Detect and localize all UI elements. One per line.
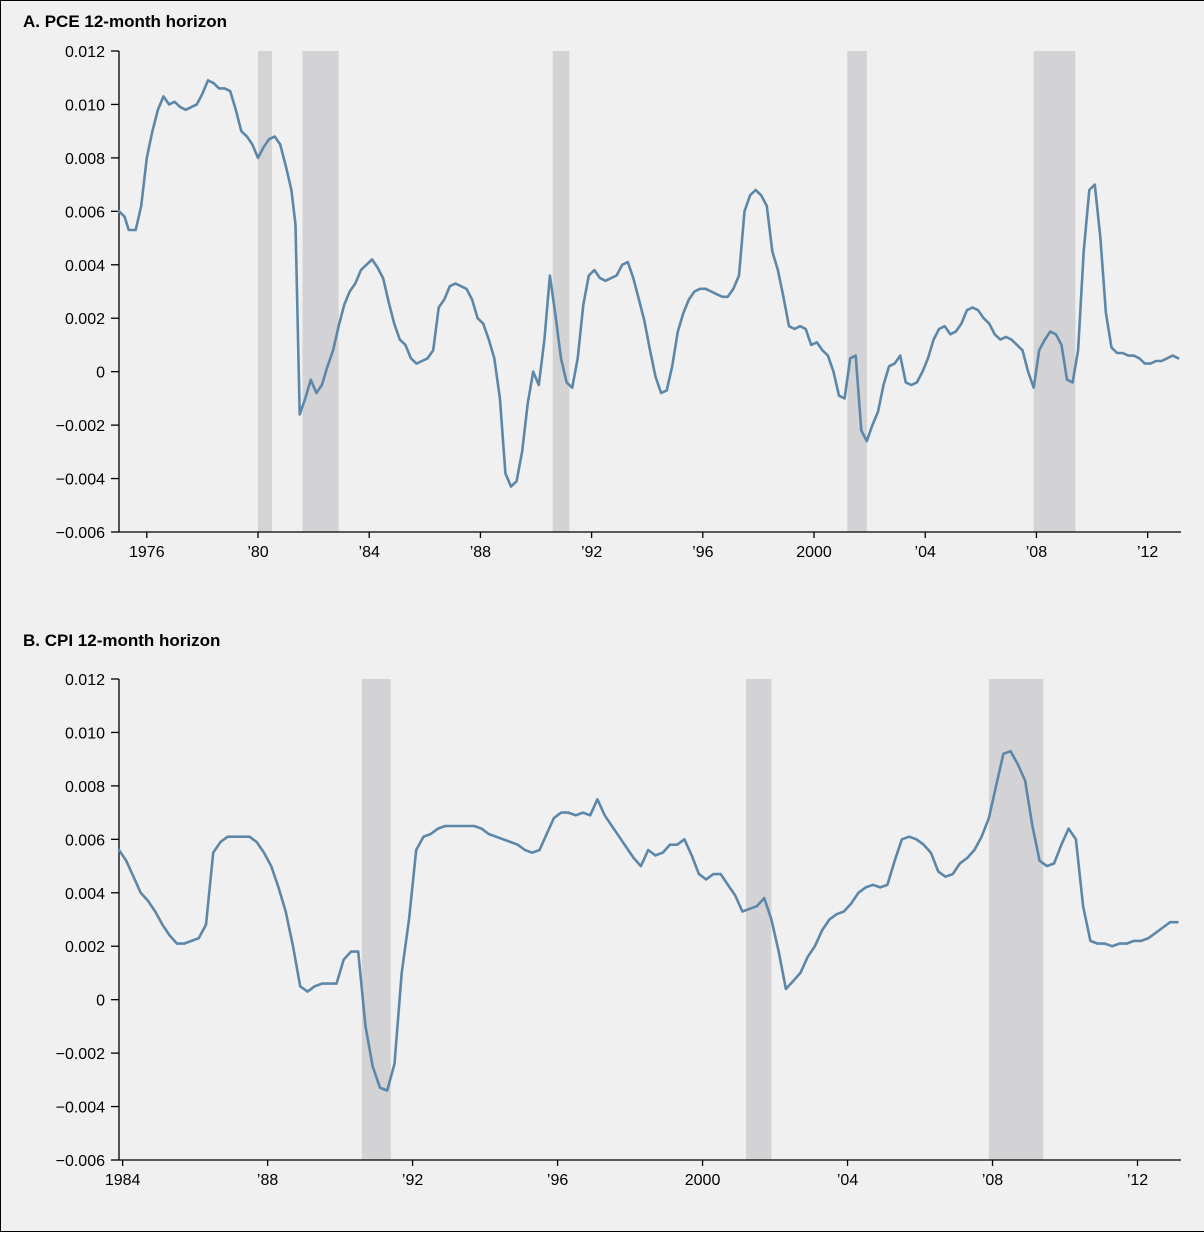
series-line — [117, 79, 1180, 488]
y-tick-label: 0.006 — [65, 832, 105, 849]
y-tick-label: −0.006 — [56, 525, 105, 542]
y-tick-label: 0.006 — [65, 204, 105, 221]
y-tick-label: 0.008 — [65, 151, 105, 168]
recession-band — [847, 51, 867, 532]
recession-band — [258, 51, 272, 532]
x-tick-label: 2000 — [796, 544, 832, 561]
y-tick-label: 0.004 — [65, 258, 105, 275]
x-tick-label: ’96 — [692, 544, 713, 561]
x-tick-label: ’96 — [547, 1172, 568, 1189]
y-tick-label: 0 — [96, 993, 105, 1010]
x-tick-label: ’08 — [982, 1172, 1003, 1189]
x-tick-label: ’04 — [915, 544, 936, 561]
x-tick-label: ’88 — [470, 544, 491, 561]
x-tick-label: ’12 — [1127, 1172, 1148, 1189]
recession-band — [1033, 51, 1076, 532]
y-tick-label: −0.006 — [56, 1153, 105, 1170]
y-tick-label: 0.012 — [65, 44, 105, 61]
recession-band — [552, 51, 570, 532]
y-tick-label: 0.012 — [65, 672, 105, 689]
y-tick-label: −0.004 — [56, 1100, 105, 1117]
x-tick-label: 1984 — [105, 1172, 141, 1189]
x-tick-label: ’88 — [257, 1172, 278, 1189]
y-tick-label: −0.002 — [56, 1046, 105, 1063]
y-tick-label: 0.010 — [65, 725, 105, 742]
panel-b: B. CPI 12-month horizon 0.012 0.010 0.008 0.… — [23, 631, 1181, 1189]
y-tick-label: 0.004 — [65, 886, 105, 903]
panel-title: A. PCE 12-month horizon — [23, 12, 227, 31]
x-tick-label: 2000 — [685, 1172, 721, 1189]
y-tick-label: 0.002 — [65, 311, 105, 328]
series-line — [117, 749, 1179, 1092]
y-tick-label: 0.008 — [65, 779, 105, 796]
recession-band — [361, 679, 391, 1160]
x-tick-label: ’12 — [1137, 544, 1158, 561]
y-tick-label: −0.002 — [56, 418, 105, 435]
recession-band — [746, 679, 772, 1160]
x-tick-label: ’84 — [359, 544, 380, 561]
y-tick-label: 0 — [96, 365, 105, 382]
x-tick-label: ’92 — [581, 544, 602, 561]
x-tick-label: ’92 — [402, 1172, 423, 1189]
x-tick-label: 1976 — [129, 544, 165, 561]
x-tick-label: ’08 — [1026, 544, 1047, 561]
x-tick-label: ’04 — [837, 1172, 858, 1189]
y-tick-label: 0.002 — [65, 939, 105, 956]
y-tick-label: 0.010 — [65, 97, 105, 114]
y-tick-label: −0.004 — [56, 472, 105, 489]
panel-a: A. PCE 12-month horizon 0.012 0.010 0.008 0.… — [23, 12, 1181, 561]
panel-title: B. CPI 12-month horizon — [23, 631, 220, 650]
recession-band — [988, 679, 1044, 1160]
recession-band — [302, 51, 339, 532]
x-tick-label: ’80 — [247, 544, 268, 561]
